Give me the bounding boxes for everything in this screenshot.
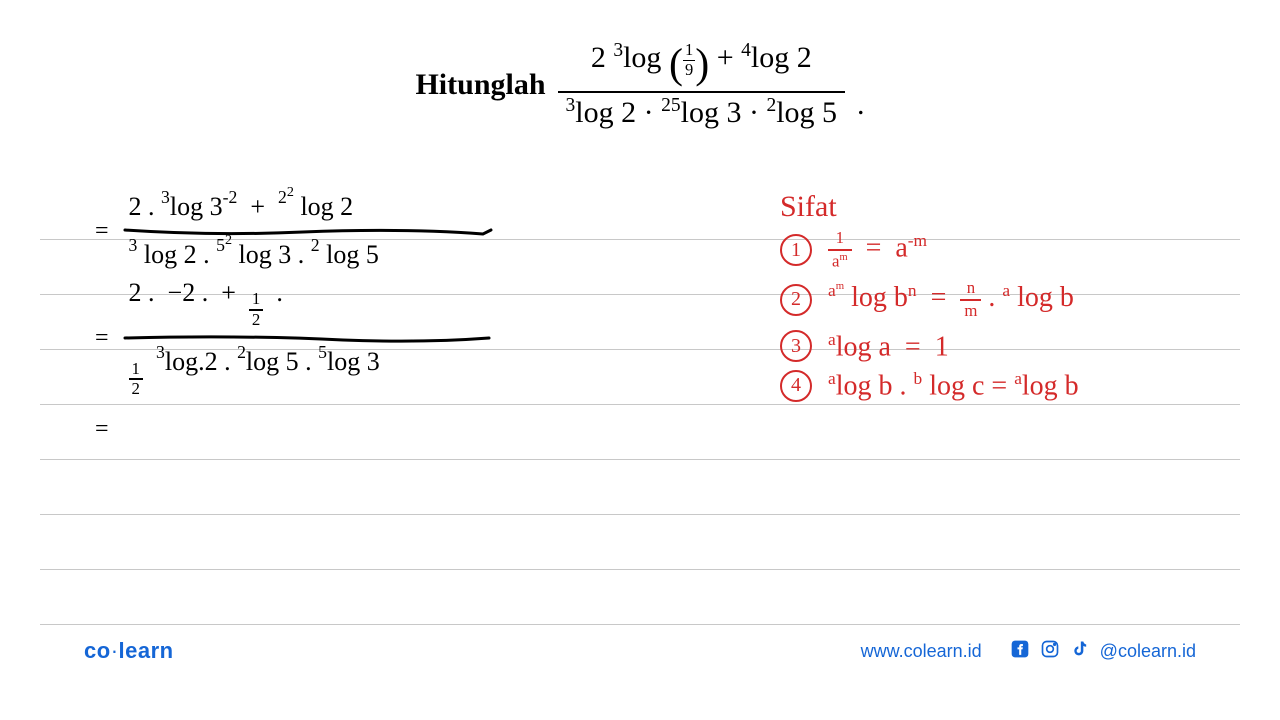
rule-4: 4 alog b . b log c = alog b xyxy=(780,369,1079,402)
step1-denominator: 3 log 2 . 52 log 3 . 2 log 5 xyxy=(123,236,493,272)
handwritten-work: = 2 . 3log 3-2 + 22 log 2 3 log 2 . 52 l… xyxy=(95,190,493,447)
problem-statement: Hitunglah 2 3log (19) + 4log 2 3log 2 · … xyxy=(40,40,1240,130)
step1-numerator: 2 . 3log 3-2 + 22 log 2 xyxy=(123,190,493,226)
rule-3: 3 alog a = 1 xyxy=(780,330,1079,363)
facebook-icon xyxy=(1010,639,1030,664)
work-step-1: = 2 . 3log 3-2 + 22 log 2 3 log 2 . 52 l… xyxy=(95,190,493,272)
rule-number-icon: 1 xyxy=(780,234,812,266)
problem-label: Hitunglah xyxy=(415,68,545,102)
rule-number-icon: 3 xyxy=(780,330,812,362)
rule-3-content: alog a = 1 xyxy=(828,330,949,363)
step2-denominator: 12 3log.2 . 2log 5 . 5log 3 xyxy=(123,343,493,400)
brand-learn: learn xyxy=(119,638,174,663)
brand-co: co xyxy=(84,638,111,663)
website-url: www.colearn.id xyxy=(861,641,982,662)
social-bar: www.colearn.id @colearn.id xyxy=(861,639,1196,664)
fraction-bar-icon xyxy=(123,333,493,343)
equals-sign: = xyxy=(95,416,109,443)
rule-number-icon: 2 xyxy=(780,284,812,316)
equals-sign: = xyxy=(95,218,109,245)
rule-1: 1 1am = a-m xyxy=(780,230,1079,270)
properties-panel: Sifat 1 1am = a-m 2 am log bn = nm . a l… xyxy=(780,190,1079,412)
equals-sign: = xyxy=(95,325,109,352)
work-step-3: = xyxy=(95,416,493,443)
problem-fraction: 2 3log (19) + 4log 2 3log 2 · 25log 3 · … xyxy=(558,40,846,130)
problem-numerator: 2 3log (19) + 4log 2 xyxy=(583,40,820,91)
problem-denominator: 3log 2 · 25log 3 · 2log 5 xyxy=(558,91,846,130)
rule-4-content: alog b . b log c = alog b xyxy=(828,369,1079,402)
work-step-2: = 2 . −2 . + 12 . 12 3log.2 . 2log 5 . 5… xyxy=(95,276,493,400)
brand-logo: co·learn xyxy=(84,638,174,664)
problem-period: . xyxy=(857,88,865,122)
rule-2: 2 am log bn = nm . a log b xyxy=(780,280,1079,320)
step2-numerator: 2 . −2 . + 12 . xyxy=(123,276,493,333)
social-handle: @colearn.id xyxy=(1100,641,1196,662)
footer: co·learn www.colearn.id @colearn.id xyxy=(40,638,1240,664)
rule-2-content: am log bn = nm . a log b xyxy=(828,280,1074,320)
fraction-bar-icon xyxy=(123,226,493,236)
properties-title: Sifat xyxy=(780,190,1079,224)
rule-number-icon: 4 xyxy=(780,370,812,402)
instagram-icon xyxy=(1040,639,1060,664)
rule-1-content: 1am = a-m xyxy=(828,230,927,270)
tiktok-icon xyxy=(1070,639,1090,664)
